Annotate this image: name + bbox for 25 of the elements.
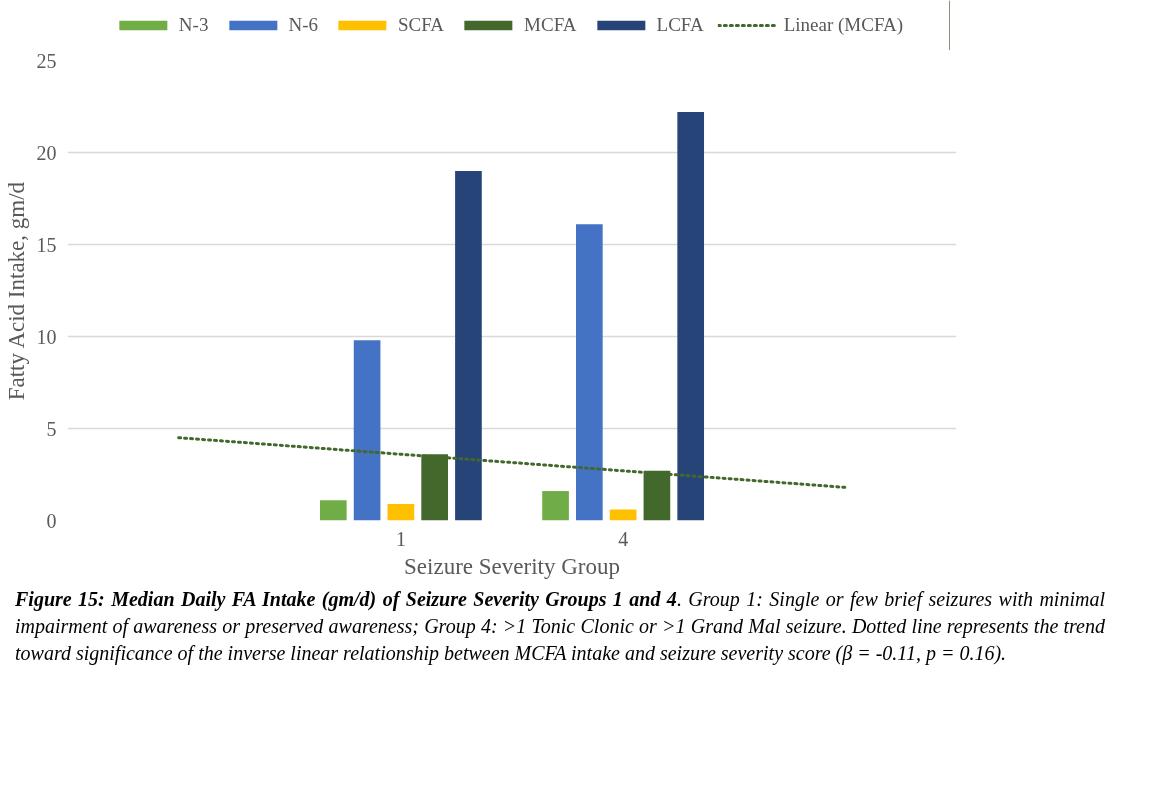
legend-label: N-6 <box>288 14 318 36</box>
y-tick-label: 20 <box>36 141 57 164</box>
bar <box>353 340 381 521</box>
bar <box>319 500 347 521</box>
bar <box>542 491 569 521</box>
bar <box>677 112 705 521</box>
y-tick-label: 10 <box>36 325 57 348</box>
bar <box>576 224 603 521</box>
y-tick-label: 0 <box>46 509 57 532</box>
y-axis-title: Fatty Acid Intake, gm/d <box>3 181 29 401</box>
legend-label: LCFA <box>656 14 704 36</box>
x-tick-label: 1 <box>395 527 406 550</box>
legend-label: Linear (MCFA) <box>783 14 904 36</box>
y-tick-label: 15 <box>36 233 57 256</box>
bar <box>455 170 482 521</box>
legend-label: N-3 <box>178 14 209 36</box>
x-tick-label: 4 <box>618 527 629 550</box>
legend-label: MCFA <box>524 14 577 36</box>
x-axis-title: Seizure Severity Group <box>404 553 620 579</box>
caption: Figure 15: Median Daily FA Intake (gm/d) of Seizure Severity Groups 1 and 4 <box>15 588 677 610</box>
bar <box>609 509 637 521</box>
legend-label: SCFA <box>397 14 445 36</box>
y-tick-label: 25 <box>36 49 57 72</box>
y-tick-label: 5 <box>46 417 57 440</box>
bar <box>387 503 415 521</box>
